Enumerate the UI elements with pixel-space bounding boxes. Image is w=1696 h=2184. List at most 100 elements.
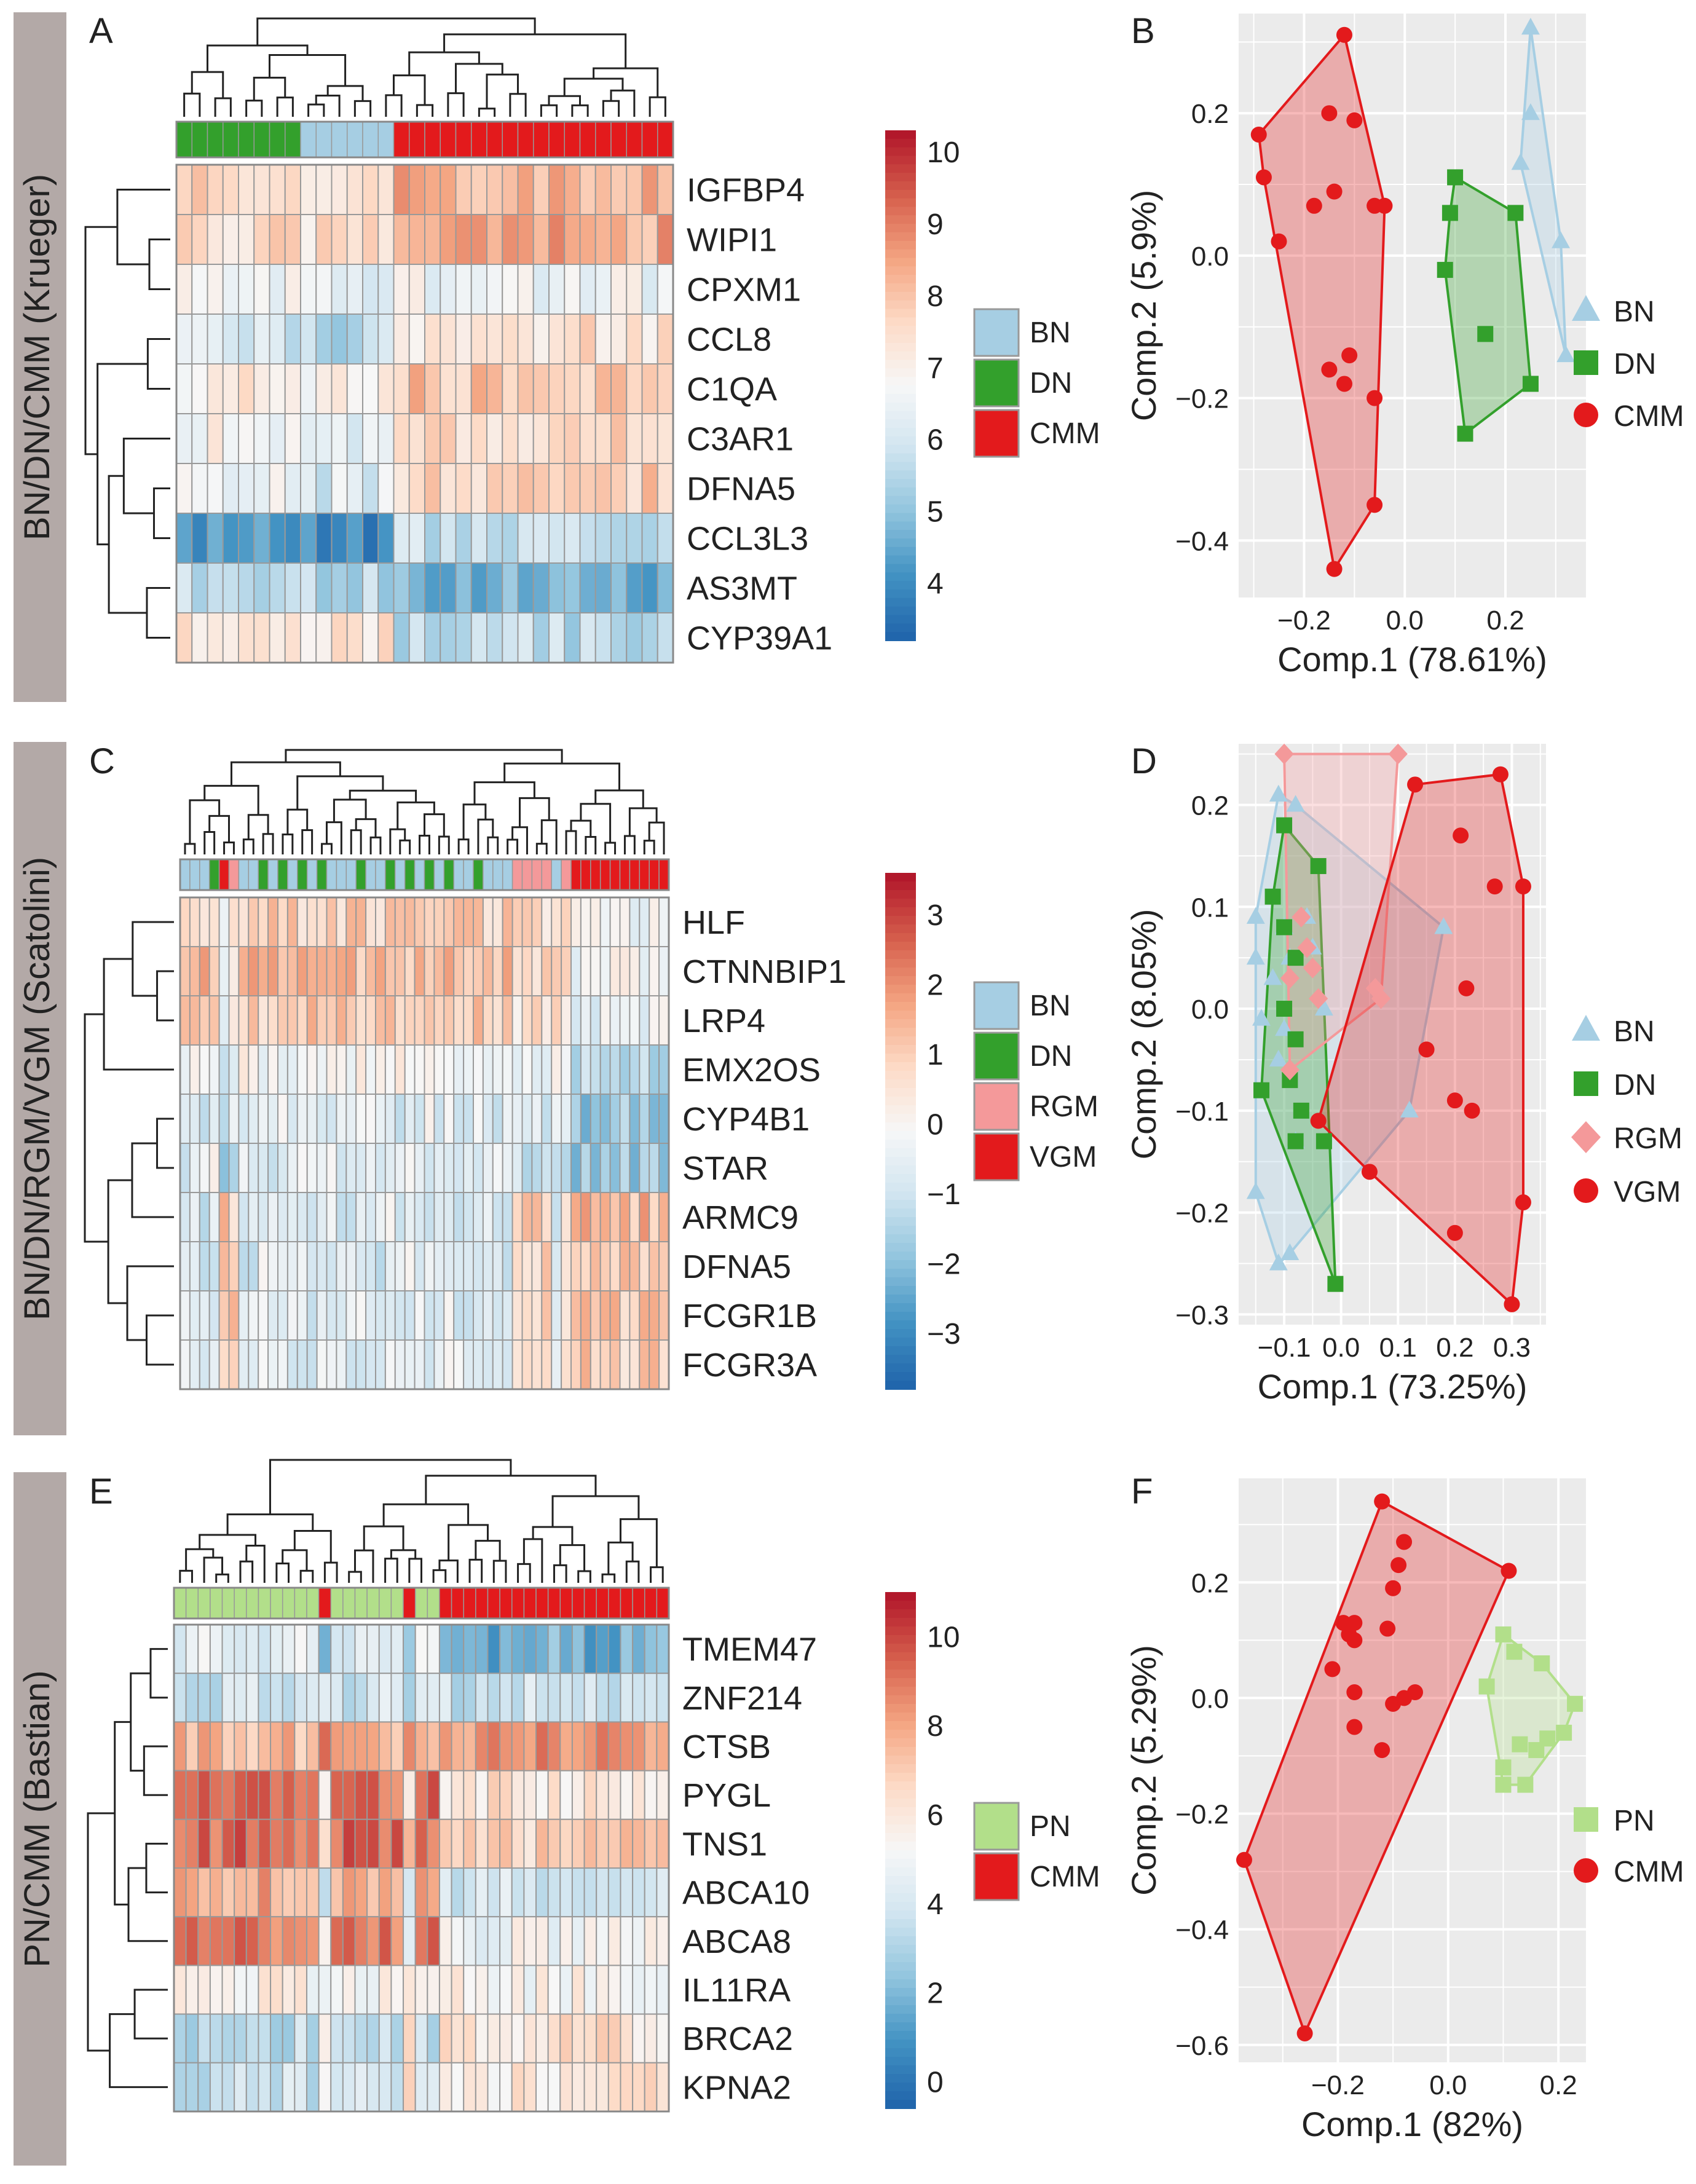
color-scale-step [885,615,916,625]
heatmap-cell [492,1192,503,1242]
column-dendrogram-branch [349,789,417,803]
point-rgm [1280,1059,1300,1081]
heatmap-cell [639,1339,650,1390]
heatmap-cell [433,897,445,947]
heatmap-cell [258,1094,269,1144]
heatmap-cell [408,363,425,414]
heatmap-cell [499,1770,513,1820]
heatmap-cell [594,612,612,663]
heatmap-cell [590,1290,601,1341]
column-dendrogram-branch [247,814,269,840]
heatmap-cell [378,1965,392,2015]
heatmap-cell [365,1094,376,1144]
heatmap-cell [267,1290,279,1341]
heatmap-cell [316,995,328,1046]
heatmap-cell [511,1770,525,1820]
point-dn [1276,817,1293,834]
heatmap-cell [300,363,317,414]
heatmap-cell [424,612,441,663]
heatmap-cell [559,1770,573,1820]
heatmap-cell [197,1818,211,1869]
heatmap-cell [390,1624,404,1674]
heatmap-cell [345,897,357,947]
heatmap-cell [176,264,193,315]
heatmap-cell [238,1290,250,1341]
heatmap-cell [345,1241,357,1291]
heatmap-cell [511,946,523,996]
color-scale-step [885,1105,916,1114]
group-annotation-bar-a [175,120,674,159]
column-dendrogram-branch [399,839,411,854]
annotation-cell [385,859,396,891]
heatmap-cell [296,1094,308,1144]
color-scale-step [885,1372,916,1381]
row-dendrogram-branch [126,1265,174,1341]
heatmap-cell [502,1241,513,1291]
heatmap-cell [599,1290,611,1341]
heatmap-cell [594,562,612,613]
heatmap-cell [609,1241,621,1291]
annotation-cell [191,121,208,158]
heatmap-cell [517,264,534,315]
y-tick-label: −0.2 [1175,1199,1229,1229]
heatmap-cell [511,995,523,1046]
heatmap-cell [377,363,395,414]
heatmap-cell [607,1818,621,1869]
heatmap-cell [547,1624,561,1674]
heatmap-cell [336,1192,347,1242]
heatmap-cell [470,164,487,215]
heatmap-cell [277,1094,288,1144]
legend-label: CMM [1030,1861,1100,1893]
heatmap-cell [248,946,259,996]
heatmap-cell [455,214,472,265]
heatmap-cell [517,612,534,663]
heatmap-cell [179,1143,191,1193]
color-scale-step [885,156,916,165]
row-dendrogram-branch [116,189,170,266]
point-dn [1287,1133,1304,1149]
heatmap-cell [208,1143,220,1193]
heatmap-cell [473,1192,484,1242]
heatmap-cell [475,1916,489,1966]
color-scale-step [885,2022,916,2032]
point-dn [1447,169,1464,186]
column-dendrogram-branch [396,801,435,830]
heatmap-cell [366,1867,380,1918]
heatmap-cell [443,1290,455,1341]
y-tick-label: 0.2 [1191,790,1229,821]
heatmap-cell [208,1044,220,1095]
heatmap-cell [245,1867,259,1918]
annotation-cell [632,1587,645,1619]
annotation-cell [658,859,669,891]
column-dendrogram-branch [184,843,196,854]
heatmap-cell [629,1339,641,1390]
heatmap-cell [189,1143,200,1193]
heatmap-cell [641,413,658,464]
heatmap-cell [594,413,612,464]
color-scale-step [885,453,916,463]
heatmap-cell [607,1965,621,2015]
heatmap-cell [590,1192,601,1242]
column-dendrogram-branch [256,17,536,46]
annotation-cell [285,121,301,158]
point-bn [1286,795,1305,812]
color-scale-step [885,470,916,480]
legend-label: DN [1030,367,1072,400]
point-cmm [1324,1661,1341,1677]
gene-label: ABCA8 [682,1923,791,1960]
heatmap-cell [502,463,519,514]
heatmap-cell [511,1624,525,1674]
color-scale-step [885,968,916,977]
heatmap-cell [185,1770,199,1820]
heatmap-cell [641,313,658,365]
heatmap-cell [632,1770,645,1820]
heatmap-cell [209,1770,223,1820]
row-dendrogram-branch [146,338,170,390]
heatmap-cell [486,463,503,514]
heatmap-cell [306,1290,318,1341]
column-dendrogram-branch [511,826,528,854]
heatmap-cell [403,1624,416,1674]
heatmap-cell [222,214,239,265]
annotation-cell [253,121,270,158]
column-dendrogram-branch [214,97,232,117]
